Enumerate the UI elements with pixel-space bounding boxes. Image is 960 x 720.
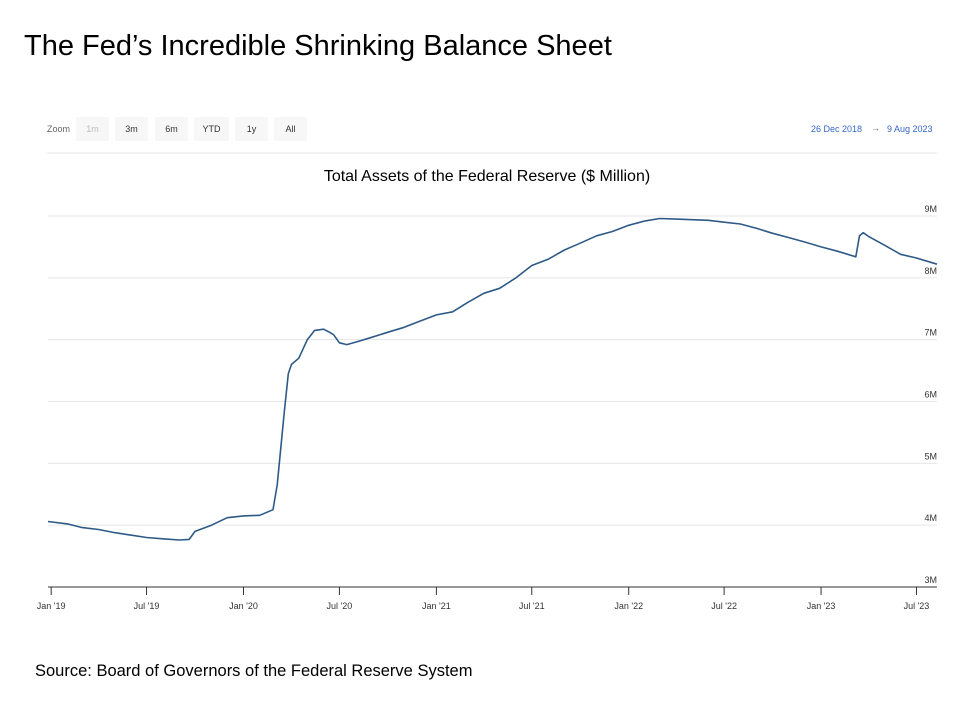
y-tick-label: 4M (924, 513, 937, 523)
x-tick-label: Jan '21 (422, 601, 451, 611)
zoom-1m-button[interactable]: 1m (76, 117, 109, 141)
chart-title: Total Assets of the Federal Reserve ($ M… (324, 168, 650, 185)
x-tick-label: Jan '22 (614, 601, 643, 611)
y-tick-label: 3M (924, 575, 937, 585)
x-tick-label: Jul '22 (711, 601, 737, 611)
zoom-toolbar: Zoom 1m 3m 6m YTD 1y All 26 Dec 2018 → 9… (47, 117, 937, 141)
zoom-3m-button[interactable]: 3m (115, 117, 148, 141)
y-tick-label: 6M (924, 390, 937, 400)
zoom-6m-button[interactable]: 6m (155, 117, 188, 141)
zoom-1y-button[interactable]: 1y (235, 117, 268, 141)
grid-lines: 3M 4M 5M 6M 7M 8M 9M (48, 204, 937, 588)
x-tick-label: Jul '20 (327, 601, 353, 611)
y-tick-label: 5M (924, 451, 937, 461)
x-axis: Jan '19 Jul '19 Jan '20 Jul '20 Jan '21 Jul '… (37, 586, 937, 611)
y-tick-label: 9M (924, 204, 937, 214)
x-tick-label: Jul '21 (519, 601, 545, 611)
range-to-input[interactable]: 9 Aug 2023 (887, 124, 933, 134)
series-layer (47, 217, 938, 541)
slide-title: The Fed’s Incredible Shrinking Balance S… (24, 30, 612, 62)
zoom-all-button[interactable]: All (274, 117, 307, 141)
y-tick-label: 8M (924, 266, 937, 276)
x-tick-label: Jul '19 (134, 601, 160, 611)
x-tick-label: Jan '20 (229, 601, 258, 611)
range-from-input[interactable]: 26 Dec 2018 (811, 124, 863, 134)
x-tick-label: Jul '23 (904, 601, 930, 611)
range-arrow-icon: → (871, 123, 880, 133)
zoom-ytd-button[interactable]: YTD (194, 117, 229, 141)
x-tick-label: Jan '23 (807, 601, 836, 611)
y-tick-label: 7M (924, 328, 937, 338)
series-line-total-assets (47, 217, 938, 541)
zoom-label: Zoom (47, 124, 71, 134)
x-tick-label: Jan '19 (37, 601, 66, 611)
source-note: Source: Board of Governors of the Federa… (35, 662, 473, 680)
